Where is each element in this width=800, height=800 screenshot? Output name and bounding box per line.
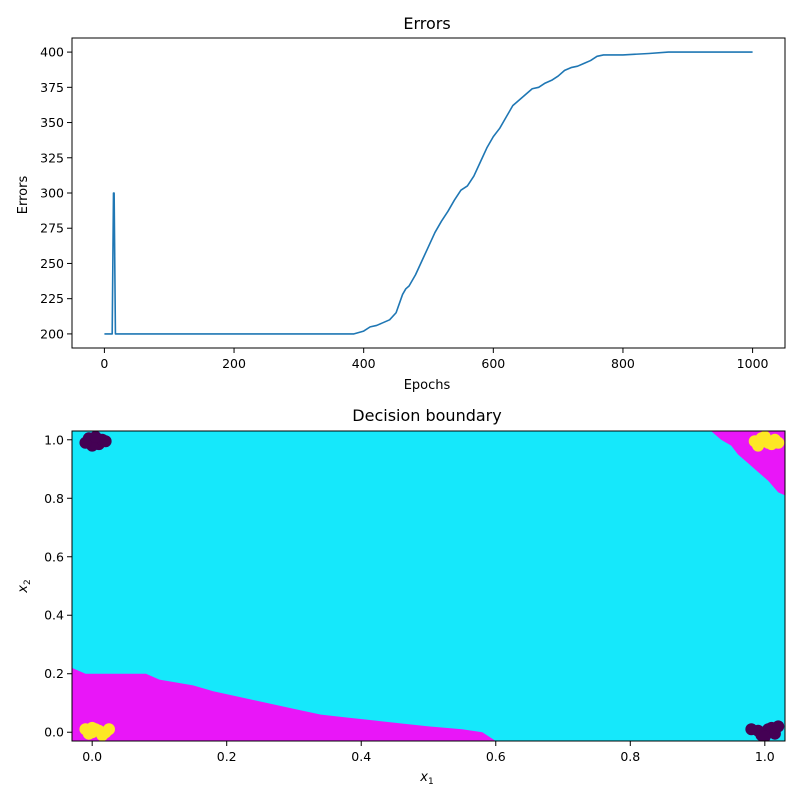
errors-x-tick-label: 0: [100, 356, 108, 371]
scatter-point-class-1: [102, 723, 115, 736]
errors-x-tick-label: 1000: [737, 356, 769, 371]
decision-x-tick-label: 0.2: [217, 749, 237, 764]
scatter-point-class-1: [748, 435, 761, 448]
errors-y-tick-label: 300: [40, 186, 64, 201]
errors-x-tick-label: 400: [352, 356, 376, 371]
decision-x-tick-label: 0.4: [351, 749, 371, 764]
decision-x-ticks: 0.0 0.2 0.4 0.6 0.8 1.0: [82, 741, 775, 764]
errors-y-tick-label: 350: [40, 115, 64, 130]
errors-x-tick-label: 800: [611, 356, 635, 371]
decision-boundary-chart: Decision boundary 0.0 0.2 0.4 0.6 0.8 1.0 0.0…: [16, 406, 786, 787]
errors-y-ticks: 200 225 250 275 300 325 350 375 400: [40, 45, 72, 341]
errors-y-tick-label: 225: [40, 291, 64, 306]
decision-x-tick-label: 0.6: [486, 749, 506, 764]
errors-x-axis-label: Epochs: [404, 378, 451, 393]
decision-x-tick-label: 0.0: [82, 749, 102, 764]
errors-y-tick-label: 325: [40, 150, 64, 165]
errors-chart-title: Errors: [403, 14, 450, 33]
errors-y-tick-label: 250: [40, 256, 64, 271]
decision-x-tick-label: 0.8: [620, 749, 640, 764]
decision-x-tick-label: 1.0: [755, 749, 775, 764]
decision-x-axis-label: x1: [419, 770, 433, 787]
scatter-point-class-0: [89, 431, 102, 443]
errors-axes-frame: [71, 37, 786, 349]
scatter-point-class-0: [758, 730, 771, 741]
errors-plot-area: [104, 51, 753, 335]
scatter-point-class-1: [772, 436, 785, 449]
errors-y-tick-label: 400: [40, 45, 64, 60]
scatter-point-class-0: [79, 436, 92, 449]
decision-boundary-title: Decision boundary: [352, 406, 501, 425]
decision-boundary-plot-area: [72, 431, 785, 741]
scatter-point-class-0: [772, 720, 785, 733]
decision-region-lower-left: [72, 667, 496, 741]
decision-y-tick-label: 0.6: [44, 549, 64, 564]
errors-x-tick-label: 600: [481, 356, 505, 371]
decision-y-tick-label: 0.0: [44, 725, 64, 740]
scatter-point-class-0: [745, 723, 758, 736]
decision-axes-frame: [71, 430, 786, 742]
decision-y-ticks: 0.0 0.2 0.4 0.6 0.8 1.0: [44, 432, 72, 740]
errors-series-line: [104, 51, 753, 335]
errors-x-ticks: 0 200 400 600 800 1000: [100, 348, 769, 371]
errors-y-tick-label: 375: [40, 80, 64, 95]
scatter-point-class-1: [79, 723, 92, 736]
errors-chart: Errors 0 200 400 600 800 1000 200 225 250 275 300…: [16, 14, 786, 393]
errors-y-tick-label: 275: [40, 221, 64, 236]
errors-y-axis-label: Errors: [16, 176, 31, 215]
decision-y-tick-label: 0.4: [44, 608, 64, 623]
decision-y-tick-label: 0.8: [44, 491, 64, 506]
errors-x-tick-label: 200: [222, 356, 246, 371]
errors-y-tick-label: 200: [40, 326, 64, 341]
scatter-point-class-0: [99, 435, 112, 448]
decision-y-tick-label: 1.0: [44, 432, 64, 447]
decision-y-axis-label: x2: [16, 579, 33, 593]
decision-y-tick-label: 0.2: [44, 666, 64, 681]
scatter-point-class-1: [758, 431, 771, 443]
